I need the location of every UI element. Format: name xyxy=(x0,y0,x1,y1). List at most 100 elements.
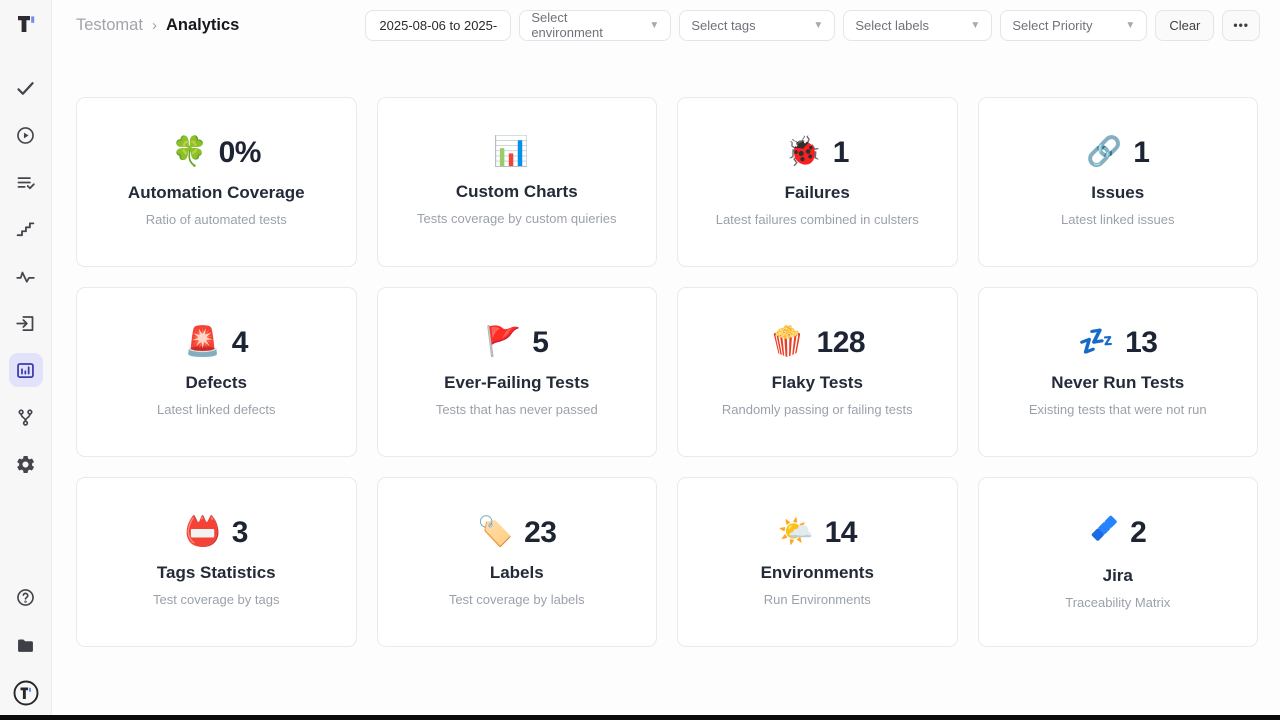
sidebar-item-imports[interactable] xyxy=(9,306,43,340)
card-title: Custom Charts xyxy=(455,182,578,201)
steps-icon xyxy=(15,219,36,240)
labels-select[interactable]: Select labels ▼ xyxy=(843,9,993,41)
pulse-icon xyxy=(15,266,36,287)
card-tags-statistics[interactable]: 📛 3 Tags Statistics Test coverage by tag… xyxy=(76,477,357,647)
card-defects[interactable]: 🚨 4 Defects Latest linked defects xyxy=(76,287,357,457)
labels-select-label: Select labels xyxy=(855,17,930,33)
sidebar-item-runs[interactable] xyxy=(9,118,43,152)
list-check-icon xyxy=(15,172,36,193)
environment-select-label: Select environment xyxy=(531,10,603,40)
priority-select[interactable]: Select Priority ▼ xyxy=(1000,9,1148,41)
card-value: 128 xyxy=(816,325,866,359)
sun-cloud-icon: 🌤️ xyxy=(777,516,814,548)
card-title: Environments xyxy=(760,562,874,582)
testomat-logo-icon[interactable] xyxy=(14,12,38,41)
page-title: Analytics xyxy=(165,15,240,34)
card-title: Issues xyxy=(1091,182,1145,202)
card-subtitle: Traceability Matrix xyxy=(1065,594,1171,610)
card-environments[interactable]: 🌤️ 14 Environments Run Environments xyxy=(677,477,958,647)
date-range-input[interactable]: 2025-08-06 to 2025- xyxy=(365,9,512,41)
card-ever-failing-tests[interactable]: 🚩 5 Ever-Failing Tests Tests that has ne… xyxy=(376,287,657,457)
analytics-card-grid: 🍀 0% Automation Coverage Ratio of automa… xyxy=(52,50,1280,647)
bottom-bar xyxy=(0,715,1280,720)
bar-chart-emoji-icon: 📊 xyxy=(493,136,530,168)
card-value: 14 xyxy=(824,515,858,549)
jira-logo-icon xyxy=(1089,515,1119,551)
card-value: 4 xyxy=(231,325,249,359)
zzz-icon: 💤 xyxy=(1078,326,1115,358)
sidebar-bottom xyxy=(9,580,43,710)
card-subtitle: Tests coverage by custom quieries xyxy=(417,211,617,226)
card-title: Jira xyxy=(1102,565,1133,585)
card-value: 3 xyxy=(231,515,249,549)
card-value: 1 xyxy=(1133,135,1150,169)
card-issues[interactable]: 🔗 1 Issues Latest linked issues xyxy=(977,97,1258,267)
card-subtitle: Ratio of automated tests xyxy=(145,211,287,227)
chevron-down-icon: ▼ xyxy=(649,19,660,31)
card-title: Automation Coverage xyxy=(127,182,305,202)
sidebar-item-test-plans[interactable] xyxy=(9,165,43,199)
main-content: Testomat › Analytics 2025-08-06 to 2025-… xyxy=(52,0,1280,720)
branch-icon xyxy=(15,407,36,428)
account-logo-icon xyxy=(13,680,39,706)
card-never-run-tests[interactable]: 💤 13 Never Run Tests Existing tests that… xyxy=(977,287,1258,457)
card-subtitle: Latest failures combined in culsters xyxy=(715,211,919,227)
sidebar-item-tests[interactable] xyxy=(9,71,43,105)
card-title: Flaky Tests xyxy=(771,372,863,392)
link-icon: 🔗 xyxy=(1086,136,1123,168)
sidebar-nav xyxy=(8,71,43,481)
account-avatar[interactable] xyxy=(9,676,43,710)
card-title: Failures xyxy=(784,182,850,202)
sidebar-item-analytics[interactable] xyxy=(8,353,43,387)
folder-icon xyxy=(15,635,36,656)
card-value: 5 xyxy=(532,325,549,359)
card-flaky-tests[interactable]: 🍿 128 Flaky Tests Randomly passing or fa… xyxy=(677,287,958,457)
sidebar-item-pulse[interactable] xyxy=(9,259,43,293)
ladybug-icon: 🐞 xyxy=(785,136,822,168)
card-title: Never Run Tests xyxy=(1051,372,1185,392)
card-custom-charts[interactable]: 📊 Custom Charts Tests coverage by custom… xyxy=(376,97,657,267)
card-subtitle: Test coverage by labels xyxy=(448,591,585,607)
name-badge-icon: 📛 xyxy=(184,516,221,548)
sidebar-item-settings[interactable] xyxy=(9,447,43,481)
more-options-button[interactable]: ••• xyxy=(1222,9,1260,41)
card-value: 2 xyxy=(1130,515,1147,549)
card-jira[interactable]: 2 Jira Traceability Matrix xyxy=(977,477,1258,647)
card-title: Ever-Failing Tests xyxy=(444,372,590,392)
import-icon xyxy=(15,313,36,334)
card-subtitle: Test coverage by tags xyxy=(153,591,280,607)
card-subtitle: Latest linked issues xyxy=(1061,211,1175,227)
card-labels[interactable]: 🏷️ 23 Labels Test coverage by labels xyxy=(376,477,657,647)
tags-select-label: Select tags xyxy=(691,17,756,33)
popcorn-icon: 🍿 xyxy=(769,326,806,358)
card-value: 1 xyxy=(832,135,850,169)
play-circle-icon xyxy=(15,125,36,146)
sidebar-item-steps[interactable] xyxy=(9,212,43,246)
chevron-down-icon: ▼ xyxy=(813,19,824,31)
card-subtitle: Run Environments xyxy=(763,591,871,607)
breadcrumb-project[interactable]: Testomat xyxy=(76,15,143,34)
label-tag-icon: 🏷️ xyxy=(477,516,514,548)
environment-select[interactable]: Select environment ▼ xyxy=(519,9,672,41)
card-title: Labels xyxy=(489,562,544,582)
card-value: 13 xyxy=(1125,325,1158,359)
tags-select[interactable]: Select tags ▼ xyxy=(679,9,836,41)
breadcrumb: Testomat › Analytics xyxy=(76,16,239,35)
card-automation-coverage[interactable]: 🍀 0% Automation Coverage Ratio of automa… xyxy=(76,97,357,267)
sidebar-item-branches[interactable] xyxy=(9,400,43,434)
card-value: 0% xyxy=(218,135,262,169)
card-failures[interactable]: 🐞 1 Failures Latest failures combined in… xyxy=(677,97,958,267)
sidebar-item-help[interactable] xyxy=(9,580,43,614)
siren-icon: 🚨 xyxy=(184,326,221,358)
sidebar-item-projects[interactable] xyxy=(9,628,43,662)
card-subtitle: Randomly passing or failing tests xyxy=(721,401,913,417)
card-value: 23 xyxy=(524,515,557,549)
chevron-down-icon: ▼ xyxy=(970,19,981,31)
card-title: Defects xyxy=(185,372,247,392)
breadcrumb-separator: › xyxy=(151,16,157,34)
check-icon xyxy=(15,78,36,99)
ellipsis-icon: ••• xyxy=(1233,18,1249,32)
clear-button[interactable]: Clear xyxy=(1155,9,1215,41)
clover-icon: 🍀 xyxy=(171,136,208,168)
